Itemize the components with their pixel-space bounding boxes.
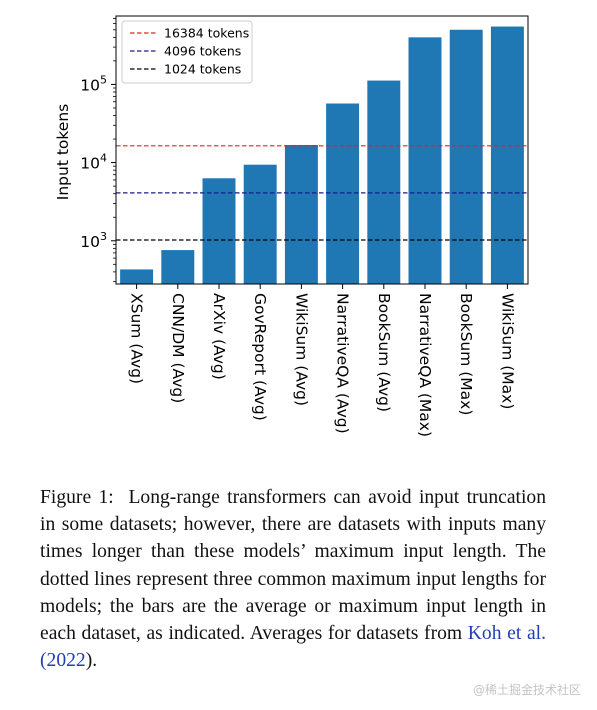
bar xyxy=(284,144,318,284)
bar xyxy=(449,29,483,284)
bar xyxy=(408,37,442,285)
x-tick-label: ArXiv (Avg) xyxy=(210,293,228,380)
x-tick-label: CNN/DM (Avg) xyxy=(169,293,187,403)
watermark: @稀土掘金技术社区 xyxy=(472,683,581,697)
figure-caption: Figure 1: Long-range transformers can av… xyxy=(40,484,546,674)
y-axis: 103 104 105 xyxy=(80,17,116,283)
x-tick-label: WikiSum (Avg) xyxy=(292,293,310,406)
reference-lines-group xyxy=(116,145,528,241)
caption-citation-end: ). xyxy=(85,650,98,672)
x-axis: XSum (Avg) CNN/DM (Avg) ArXiv (Avg) GovRepo… xyxy=(128,284,516,437)
legend-label: 1024 tokens xyxy=(164,62,241,77)
plot-frame xyxy=(115,15,529,285)
bar xyxy=(243,164,277,284)
bar xyxy=(120,269,154,284)
y-axis-label: Input tokens xyxy=(54,104,72,200)
caption-prefix: Figure 1: xyxy=(40,487,114,508)
bar xyxy=(202,178,236,284)
caption-citation[interactable]: Koh et al. ( xyxy=(40,623,546,672)
x-tick-label: XSum (Avg) xyxy=(128,293,146,384)
bar xyxy=(490,26,524,284)
x-tick-label: NarrativeQA (Avg) xyxy=(334,293,352,434)
bar-chart: 103 104 105 XSum (Avg) CNN/DM (Avg) ArXiv (A… xyxy=(54,15,529,437)
x-tick-label: NarrativeQA (Max) xyxy=(416,293,434,437)
caption-citation-year[interactable]: 2022 xyxy=(46,650,86,672)
bars-group xyxy=(120,26,524,285)
x-tick-label: WikiSum (Max) xyxy=(498,293,516,409)
legend-label: 16384 tokens xyxy=(164,26,249,41)
caption-text: Long-range transformers can avoid input … xyxy=(40,487,546,645)
y-tick-label: 105 xyxy=(80,73,107,94)
bar xyxy=(367,80,401,284)
legend: 16384 tokens 4096 tokens 1024 tokens xyxy=(121,20,253,84)
legend-label: 4096 tokens xyxy=(164,44,241,59)
x-tick-label: GovReport (Avg) xyxy=(251,293,269,421)
x-tick-label: BookSum (Avg) xyxy=(375,293,393,412)
bar xyxy=(161,250,195,284)
legend-box xyxy=(121,20,253,84)
y-tick-label: 103 xyxy=(80,230,107,251)
x-tick-label: BookSum (Max) xyxy=(457,293,475,415)
bar xyxy=(326,103,360,284)
y-tick-label: 104 xyxy=(80,152,107,173)
